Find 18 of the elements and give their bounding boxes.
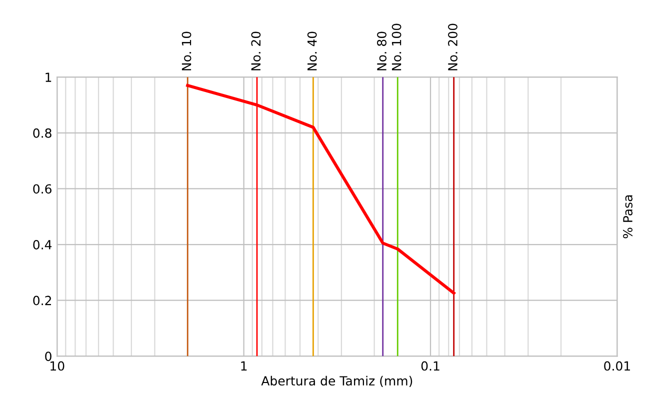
x-axis-title: Abertura de Tamiz (mm) [261,376,412,388]
ref-line-label: No. 10 [182,32,192,70]
y-tick-label: 1 [46,72,52,82]
y-tick-label: 0.4 [33,240,52,250]
ref-line-label: No. 80 [377,32,386,70]
x-tick-label: 0.1 [421,361,440,371]
ref-line-label: No. 100 [392,24,402,70]
x-tick-label: 1 [241,361,247,371]
x-tick-label: 0.01 [604,361,630,371]
y-tick-label: 0.8 [33,128,52,138]
y-tick-label: 0.2 [33,296,51,306]
ref-line-label: No. 200 [448,24,458,70]
y-tick-label: 0 [45,352,52,362]
ref-line-label: No. 20 [251,32,261,70]
y-tick-label: 0.6 [33,184,52,194]
x-tick-label: 10 [50,361,64,371]
y2-axis-title: % Pasa [623,195,632,238]
ref-line-label: No. 40 [307,32,317,70]
